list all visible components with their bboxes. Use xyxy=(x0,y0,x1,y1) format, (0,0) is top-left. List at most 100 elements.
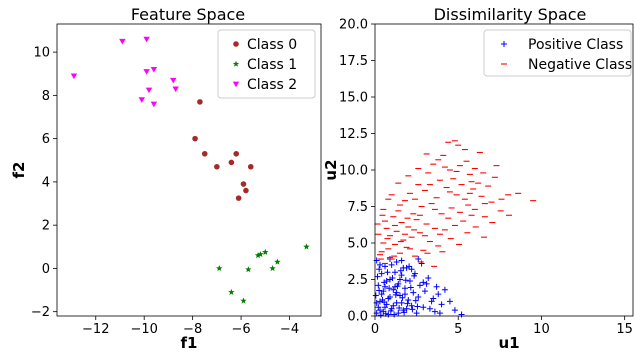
positive-class-point xyxy=(387,307,394,314)
dissimilarity-space-ytick-label: 12.5 xyxy=(339,127,368,142)
feature-space-ytick-label: 6 xyxy=(42,132,50,147)
dissimilarity-space-xtick-label: 15 xyxy=(616,322,633,337)
positive-class-point xyxy=(415,256,422,263)
feature-space-ytick-label: −2 xyxy=(31,305,50,320)
dissimilarity-space-xtick-label: 10 xyxy=(533,322,550,337)
positive-class-point xyxy=(412,297,419,304)
dissimilarity-space-xtick-label: 0 xyxy=(371,322,379,337)
positive-class-point xyxy=(386,294,393,301)
feature-space-ytick-label: 10 xyxy=(33,46,50,61)
class-2-point xyxy=(145,87,153,94)
class-0-point xyxy=(197,99,203,105)
positive-class-point xyxy=(403,305,410,312)
positive-class-point xyxy=(451,307,458,314)
positive-class-point xyxy=(416,282,423,289)
positive-class-point xyxy=(381,283,388,290)
class-0-point xyxy=(192,135,198,142)
positive-class-point xyxy=(391,311,398,318)
dissimilarity-space-frame xyxy=(374,23,634,317)
positive-class-point xyxy=(396,304,403,311)
positive-class-point xyxy=(407,284,414,291)
feature-space-marks xyxy=(70,36,310,304)
positive-class-point xyxy=(376,261,383,268)
positive-class-point xyxy=(431,308,438,315)
dissimilarity-space-axes: Dissimilarity Space 0 5 10 15 0.0 2.5 5.0 7.5 10… xyxy=(322,5,634,352)
positive-class-point xyxy=(421,288,428,295)
legend-class-2-label: Class 2 xyxy=(247,77,297,93)
legend-class-1-label: Class 1 xyxy=(247,57,297,73)
positive-class-point xyxy=(399,294,406,301)
positive-class-point xyxy=(390,302,397,309)
class-1-point xyxy=(216,265,223,272)
class-0-point xyxy=(228,159,235,166)
class-0-point xyxy=(243,187,249,194)
positive-class-point xyxy=(446,298,453,305)
feature-space-series-class-0 xyxy=(192,99,254,201)
positive-class-point xyxy=(391,283,398,290)
positive-class-point xyxy=(381,299,388,306)
dissimilarity-space-legend: Positive Class Negative Class xyxy=(483,29,632,77)
feature-space-xtick-label: −10 xyxy=(130,322,157,337)
dissimilarity-space-ytick-label: 10.0 xyxy=(339,164,368,179)
legend-negative-class-label: Negative Class xyxy=(528,57,632,73)
feature-space-legend-box xyxy=(217,29,316,99)
positive-class-point xyxy=(406,277,413,284)
positive-class-point xyxy=(410,289,417,296)
dissimilarity-space-marks xyxy=(372,140,537,319)
feature-space-ylabel: f2 xyxy=(10,162,28,179)
positive-class-point xyxy=(458,311,465,318)
feature-space-xtick-label: −12 xyxy=(82,322,109,337)
class-0-point xyxy=(240,181,247,187)
dissimilarity-space-ytick-label: 15.0 xyxy=(339,91,368,106)
class-0-point xyxy=(201,150,208,157)
positive-class-point xyxy=(415,294,422,301)
feature-space-xlabel: f1 xyxy=(181,334,198,352)
positive-class-point xyxy=(376,266,383,273)
positive-class-point xyxy=(426,305,433,312)
positive-class-point xyxy=(381,263,388,270)
dissimilarity-space-ytick-label: 2.5 xyxy=(347,273,368,288)
positive-class-point xyxy=(386,285,393,292)
positive-class-point xyxy=(395,310,402,317)
positive-class-point xyxy=(393,258,400,265)
dissimilarity-space-ytick-label: 17.5 xyxy=(339,54,368,69)
positive-class-point xyxy=(438,301,445,308)
positive-class-point xyxy=(425,275,432,282)
feature-space-ytick-label: 4 xyxy=(42,175,50,190)
dissimilarity-space-series-positive-class xyxy=(372,256,465,319)
class-1-point xyxy=(245,266,252,273)
dissimilarity-space-ticks: 0 5 10 15 0.0 2.5 5.0 7.5 10.0 12.5 15.0 17.5 20.0 xyxy=(339,18,633,338)
positive-class-point xyxy=(372,292,379,299)
dissimilarity-space-ytick-label: 20.0 xyxy=(339,18,368,33)
dissimilarity-space-xtick-label: 5 xyxy=(454,322,462,337)
positive-class-point xyxy=(420,279,427,286)
class-1-point xyxy=(262,248,269,255)
class-1-point xyxy=(274,258,281,265)
feature-space-legend: Class 0 Class 1 Class 2 xyxy=(217,29,316,99)
class-0-point xyxy=(233,150,240,157)
class-2-point xyxy=(143,69,150,75)
positive-class-point xyxy=(381,304,388,311)
class-0-point xyxy=(247,163,254,170)
positive-class-point xyxy=(435,291,442,298)
positive-class-point xyxy=(398,257,405,264)
feature-space-xtick-label: −6 xyxy=(231,322,250,337)
positive-class-point xyxy=(401,309,408,316)
positive-class-point xyxy=(402,277,409,284)
class-1-point xyxy=(269,265,276,272)
dissimilarity-space-xlabel: u1 xyxy=(498,334,519,352)
legend-class-0-marker xyxy=(233,41,239,47)
class-2-point xyxy=(70,73,78,80)
positive-class-point xyxy=(404,300,411,307)
dissimilarity-space-ylabel: u2 xyxy=(322,159,340,180)
feature-space-frame xyxy=(56,23,322,317)
dissimilarity-space-ytick-label: 5.0 xyxy=(347,237,368,252)
feature-space-ytick-label: 0 xyxy=(42,262,50,277)
class-2-point xyxy=(172,86,179,93)
positive-class-point xyxy=(411,272,418,279)
dissimilarity-space-ytick-label: 0.0 xyxy=(347,310,368,325)
dissimilarity-space-legend-box xyxy=(483,29,632,77)
class-2-point xyxy=(143,36,150,43)
positive-class-point xyxy=(383,277,390,284)
